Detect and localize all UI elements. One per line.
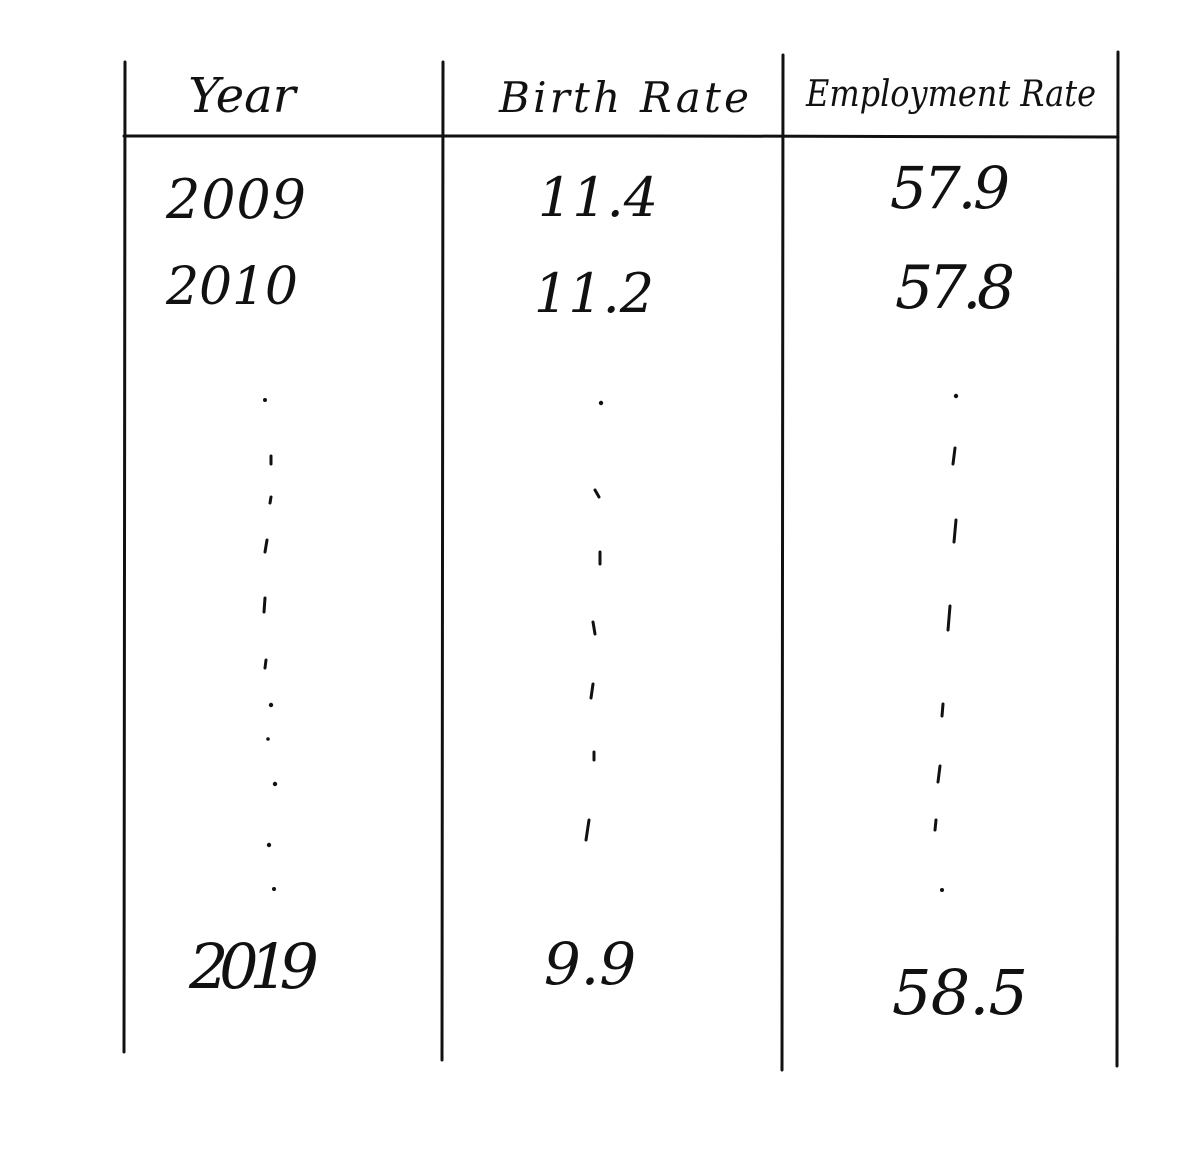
cell-employment-rate: 57.8 [895, 253, 1015, 323]
column-divider-2 [780, 53, 785, 1072]
ellipsis-birth-rate-column [584, 400, 604, 842]
column-border-right [1115, 50, 1120, 1068]
header-birth-rate: Birth Rate [498, 73, 749, 122]
ellipsis-employment-rate-column [933, 393, 959, 892]
cell-employment-rate: 58.5 [892, 956, 1028, 1029]
cell-year: 2019 [188, 930, 319, 1003]
table-row: 2019 9.9 58.5 [188, 930, 1028, 1029]
header-underline [122, 134, 1120, 139]
table-row: 2009 11.4 57.9 [165, 154, 1010, 231]
header-row: Year Birth Rate Employment Rate [188, 68, 1096, 124]
header-employment-rate: Employment Rate [805, 74, 1096, 115]
cell-birth-rate: 9.9 [544, 930, 636, 998]
cell-year: 2009 [165, 168, 306, 231]
table-row: 2010 11.2 57.8 [165, 253, 1015, 325]
cell-birth-rate: 11.2 [534, 262, 654, 325]
cell-employment-rate: 57.9 [890, 154, 1010, 222]
table-grid [122, 50, 1120, 1072]
column-divider-1 [440, 60, 445, 1062]
cell-birth-rate: 11.4 [538, 166, 658, 229]
ellipsis-year-column [262, 398, 278, 891]
column-border-left [122, 60, 127, 1054]
header-year: Year [188, 68, 299, 124]
cell-year: 2010 [165, 257, 298, 317]
